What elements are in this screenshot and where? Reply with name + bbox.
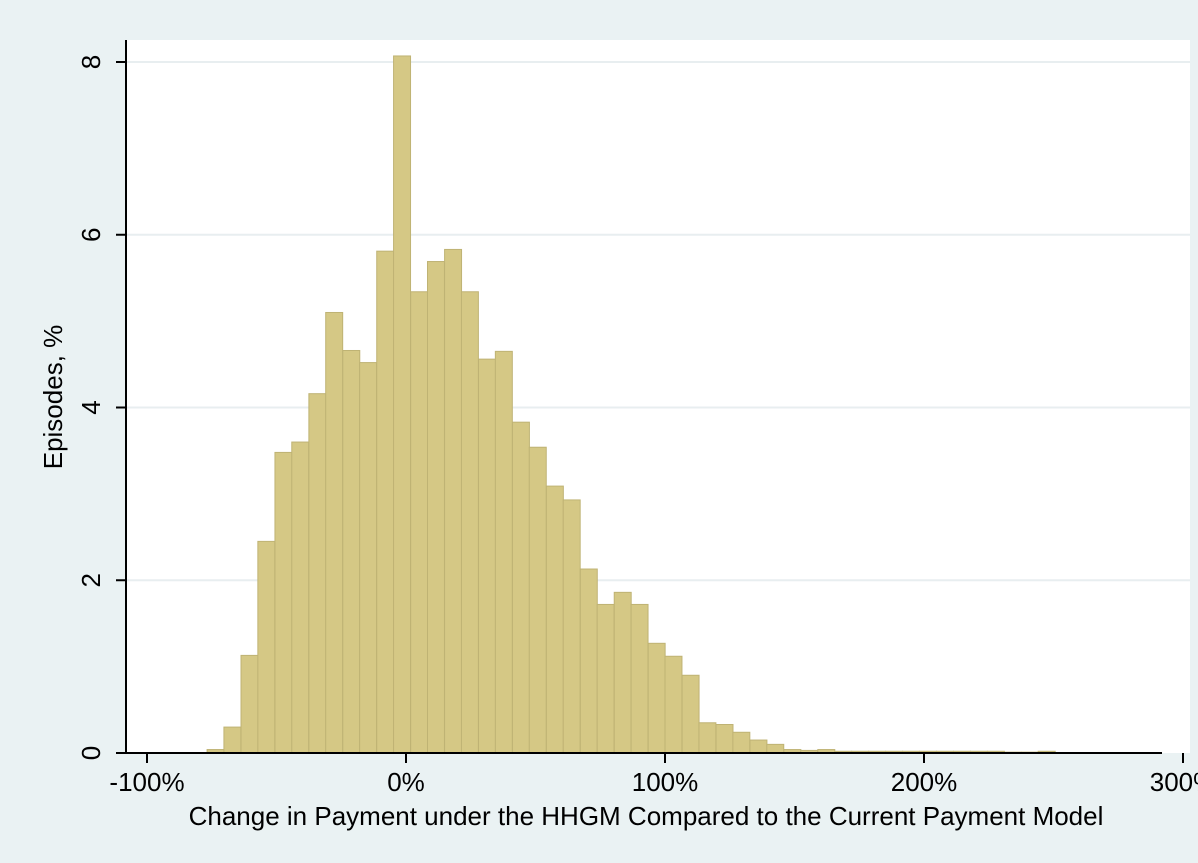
x-tick-label: 0% (387, 767, 425, 797)
histogram-bar (732, 731, 751, 754)
histogram-bar (376, 250, 395, 754)
histogram-bar (359, 362, 378, 754)
y-tick-label: 4 (76, 400, 106, 414)
histogram-bar (342, 349, 361, 754)
histogram-bar (291, 441, 310, 754)
y-tick-label: 2 (76, 573, 106, 587)
histogram-bar (240, 654, 259, 754)
histogram-bar (308, 393, 327, 754)
histogram-bar (715, 723, 734, 754)
bars (206, 55, 1056, 754)
histogram-bar (223, 726, 242, 754)
histogram-bar (681, 674, 700, 754)
axes (125, 40, 1162, 754)
x-tick-label: 100% (632, 767, 699, 797)
histogram-bar (426, 261, 445, 754)
histogram-bar (393, 55, 412, 754)
histogram-bar (749, 739, 768, 754)
x-tick-label: -100% (109, 767, 184, 797)
histogram-bar (410, 291, 429, 754)
histogram-bar (562, 499, 581, 754)
histogram-bar (444, 248, 463, 754)
histogram-bar (274, 451, 293, 754)
histogram-bar (596, 603, 615, 754)
histogram-bar (511, 421, 530, 754)
histogram-bar (325, 311, 344, 754)
histogram-bar (766, 743, 785, 754)
histogram-bar (664, 655, 683, 754)
y-axis-label: Episodes, % (38, 325, 68, 470)
histogram-bar (494, 350, 513, 754)
histogram-bar (579, 568, 598, 754)
y-tick-label: 8 (76, 55, 106, 69)
histogram-bar (630, 603, 649, 754)
y-tick-label: 6 (76, 228, 106, 242)
histogram-bar (257, 540, 276, 754)
histogram-bar (478, 358, 496, 754)
histogram-bar (545, 485, 564, 754)
x-axis-label: Change in Payment under the HHGM Compare… (189, 801, 1104, 831)
x-tick-label: 300% (1150, 767, 1198, 797)
histogram-bar (698, 722, 717, 754)
histogram-bar (647, 642, 666, 754)
histogram-bar (528, 446, 547, 754)
tick-labels: 0 2 4 6 8 -100% 0% 100% 200% 300% (76, 55, 1198, 797)
histogram-bar (460, 291, 479, 754)
y-tick-label: 0 (76, 746, 106, 760)
histogram-bar (613, 591, 632, 754)
x-tick-label: 200% (891, 767, 958, 797)
